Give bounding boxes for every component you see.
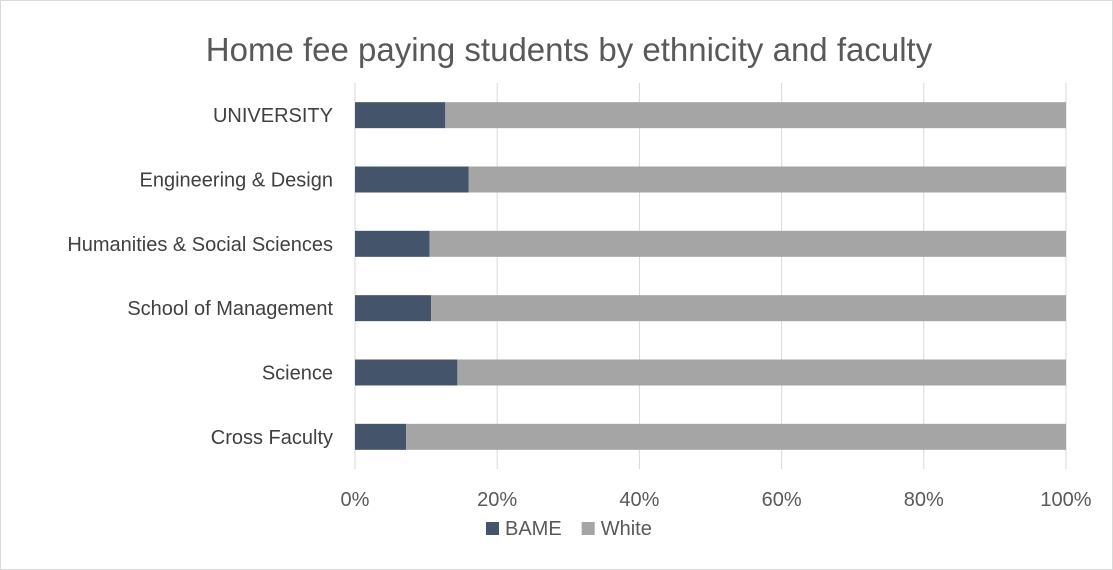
bar-bame-3 [355, 295, 432, 322]
x-tick-label-0: 0% [341, 489, 370, 511]
legend-label-white: White [601, 518, 652, 540]
legend: BAME White [486, 518, 652, 540]
bar-bame-2 [355, 230, 430, 257]
category-labels: UNIVERSITY Engineering & Design Humanities… [67, 105, 333, 449]
category-label-5: Cross Faculty [211, 427, 333, 449]
category-label-1: Engineering & Design [140, 170, 333, 192]
bar-white-0 [445, 102, 1066, 129]
bar-white-4 [457, 359, 1066, 386]
category-label-4: Science [262, 363, 333, 385]
category-label-2: Humanities & Social Sciences [67, 234, 333, 256]
x-tick-label-1: 20% [477, 489, 517, 511]
bar-bame-5 [355, 423, 407, 450]
chart-title: Home fee paying students by ethnicity an… [206, 31, 933, 68]
x-tick-label-4: 80% [904, 489, 944, 511]
bar-white-5 [406, 423, 1066, 450]
x-tick-label-2: 40% [619, 489, 659, 511]
category-label-0: UNIVERSITY [213, 105, 333, 127]
bar-white-3 [431, 295, 1066, 322]
x-tick-label-3: 60% [762, 489, 802, 511]
bar-bame-0 [355, 102, 446, 129]
legend-label-bame: BAME [505, 518, 562, 540]
bar-bame-4 [355, 359, 458, 386]
bars [355, 102, 1066, 450]
legend-swatch-bame [486, 522, 499, 535]
legend-swatch-white [581, 522, 595, 535]
bar-white-1 [468, 166, 1066, 193]
category-label-3: School of Management [127, 298, 333, 320]
bar-white-2 [429, 230, 1066, 257]
x-axis-tick-labels: 0% 20% 40% 60% 80% 100% [341, 489, 1092, 511]
x-tick-label-5: 100% [1040, 489, 1091, 511]
gridlines [354, 83, 1067, 469]
bar-bame-1 [355, 166, 469, 193]
